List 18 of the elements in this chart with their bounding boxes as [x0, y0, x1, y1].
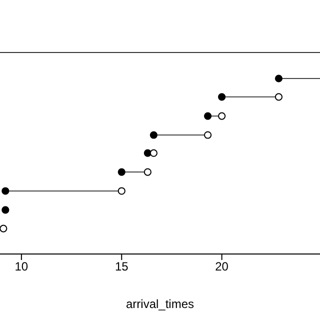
point	[2, 206, 10, 214]
point	[274, 74, 283, 82]
point	[118, 187, 126, 195]
point	[274, 93, 283, 101]
point	[218, 112, 226, 120]
point	[218, 93, 226, 101]
point	[0, 224, 8, 232]
point	[2, 187, 10, 195]
point	[150, 131, 158, 139]
point	[118, 168, 126, 176]
x-tick-label: 15	[114, 260, 129, 274]
x-tick-label: 10	[14, 260, 28, 274]
x-axis-title: arrival_times	[126, 297, 194, 311]
point	[150, 149, 158, 157]
point	[144, 168, 152, 176]
point	[204, 131, 212, 139]
x-tick-label: 20	[215, 260, 229, 274]
point	[204, 112, 212, 120]
